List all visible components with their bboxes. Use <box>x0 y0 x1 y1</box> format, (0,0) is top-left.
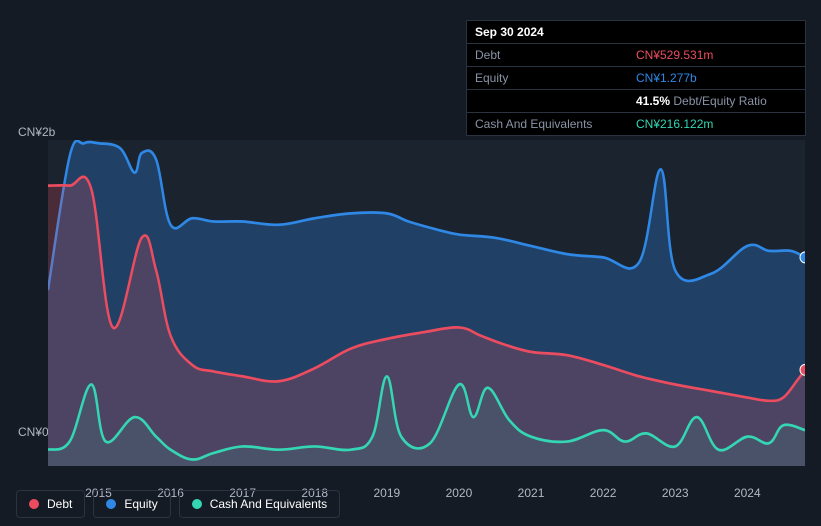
info-label: Equity <box>475 71 636 85</box>
info-value: CN¥1.277b <box>636 71 797 85</box>
legend-item-debt[interactable]: Debt <box>16 490 85 518</box>
info-label: Debt <box>475 48 636 62</box>
x-tick: 2023 <box>662 486 689 500</box>
info-box: Sep 30 2024 Debt CN¥529.531m Equity CN¥1… <box>466 20 806 136</box>
dot-icon <box>29 499 39 509</box>
chart-svg <box>48 140 805 466</box>
legend-item-cash[interactable]: Cash And Equivalents <box>179 490 340 518</box>
legend-item-equity[interactable]: Equity <box>93 490 170 518</box>
dot-icon <box>106 499 116 509</box>
info-label <box>475 94 636 108</box>
legend: Debt Equity Cash And Equivalents <box>16 490 340 518</box>
info-row-debt: Debt CN¥529.531m <box>467 44 805 67</box>
x-tick: 2021 <box>518 486 545 500</box>
legend-label: Debt <box>47 497 72 511</box>
x-tick: 2022 <box>590 486 617 500</box>
x-tick: 2024 <box>734 486 761 500</box>
x-tick: 2020 <box>446 486 473 500</box>
legend-label: Cash And Equivalents <box>210 497 327 511</box>
info-date: Sep 30 2024 <box>467 21 805 44</box>
info-row-equity: Equity CN¥1.277b <box>467 67 805 90</box>
dot-icon <box>192 499 202 509</box>
info-value: CN¥216.122m <box>636 117 797 131</box>
info-value: CN¥529.531m <box>636 48 797 62</box>
ratio-label: Debt/Equity Ratio <box>670 94 767 108</box>
y-tick-bottom: CN¥0 <box>18 425 49 439</box>
x-tick: 2019 <box>373 486 400 500</box>
info-row-cash: Cash And Equivalents CN¥216.122m <box>467 113 805 135</box>
chart-plot-area <box>48 140 805 466</box>
info-value: 41.5% Debt/Equity Ratio <box>636 94 797 108</box>
y-tick-top: CN¥2b <box>18 125 55 139</box>
chart-container: Sep 30 2024 Debt CN¥529.531m Equity CN¥1… <box>0 0 821 526</box>
info-label: Cash And Equivalents <box>475 117 636 131</box>
legend-label: Equity <box>124 497 157 511</box>
ratio-value: 41.5% <box>636 94 670 108</box>
info-row-ratio: 41.5% Debt/Equity Ratio <box>467 90 805 113</box>
